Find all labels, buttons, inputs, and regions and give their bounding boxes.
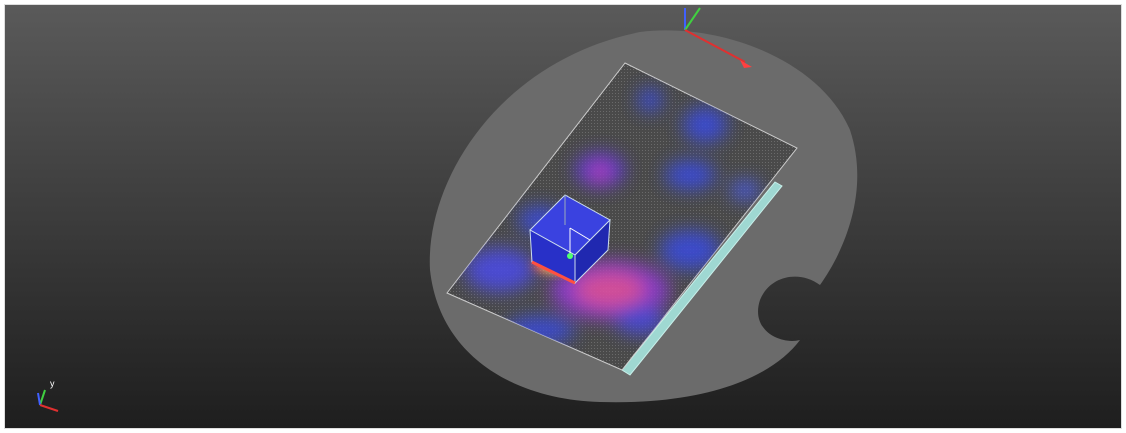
world-axis: [684, 7, 752, 68]
axis-gizmo: y: [37, 378, 59, 412]
cube: [529, 194, 611, 285]
frame: [4, 4, 1122, 429]
gizmo-label: y: [50, 378, 55, 388]
plate-edge: [621, 181, 783, 376]
heatmap: [465, 88, 760, 344]
